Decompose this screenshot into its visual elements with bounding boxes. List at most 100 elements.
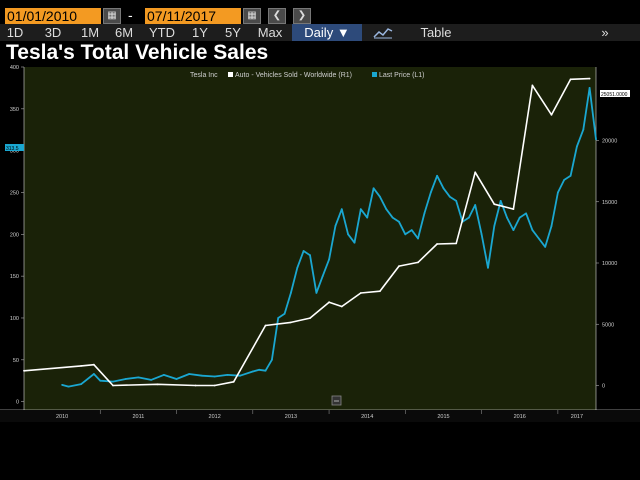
price-point (576, 145, 578, 148)
price-point (201, 374, 203, 377)
price-point (506, 216, 508, 219)
legend-company: Tesla Inc (190, 72, 218, 79)
chevron-right-icon[interactable]: ❯ (293, 8, 311, 24)
price-point (124, 378, 127, 380)
line-chart-icon[interactable] (368, 24, 398, 41)
series-lines (23, 77, 597, 388)
price-point (93, 373, 95, 375)
zoom-icon[interactable] (331, 395, 342, 406)
price-point (277, 317, 280, 319)
frequency-dropdown[interactable]: Daily ▼ (292, 24, 362, 41)
sales-point (112, 384, 114, 387)
price-point (99, 379, 102, 382)
period-max-button[interactable]: Max (257, 25, 283, 40)
x-tick-label: 2013 (285, 414, 297, 420)
calendar-icon[interactable]: ▦ (103, 8, 121, 24)
price-point (410, 229, 413, 232)
price-point (550, 225, 553, 227)
x-tick-label: 2016 (514, 414, 526, 420)
price-point (61, 384, 63, 386)
price-point (544, 246, 547, 248)
axes: 0 50 100 150 200 250 300 350 400 0 5000 10000 15000 2… (10, 65, 617, 420)
legend: Tesla Inc Auto - Vehicles Sold - Worldwi… (190, 72, 425, 79)
price-point (264, 369, 267, 372)
price-point (258, 368, 261, 371)
left-tick-label: 100 (10, 316, 19, 322)
right-tick-label: 0 (602, 384, 605, 390)
calendar-icon[interactable]: ▦ (243, 8, 261, 24)
price-point (213, 375, 216, 378)
period-ytd-button[interactable]: YTD (149, 25, 175, 40)
price-point (391, 216, 394, 219)
page-title: Tesla's Total Vehicle Sales (6, 41, 269, 64)
period-1m-button[interactable]: 1M (80, 25, 100, 40)
period-1d-button[interactable]: 1D (6, 25, 24, 40)
price-point (239, 374, 242, 377)
period-1y-button[interactable]: 1Y (192, 25, 208, 40)
price-point (436, 174, 438, 177)
legend-swatch-price (372, 72, 377, 77)
price-point (366, 216, 369, 219)
sales-point (264, 324, 267, 327)
price-point (379, 195, 381, 198)
left-tick-label: 200 (10, 232, 19, 238)
price-point (315, 292, 318, 294)
price-point (474, 204, 477, 206)
left-tick-label: 0 (16, 400, 19, 406)
price-point (582, 128, 585, 131)
price-point (175, 378, 178, 380)
period-5y-button[interactable]: 5Y (225, 25, 241, 40)
price-point (518, 216, 521, 219)
caret-down-icon: ▼ (336, 25, 350, 40)
x-tick-label: 2014 (361, 414, 373, 420)
end-date-field[interactable]: 07/11/2017 (145, 8, 241, 24)
right-tick-label: 5000 (602, 322, 614, 328)
price-point (226, 374, 229, 376)
sales-point (340, 305, 343, 308)
x-tick-label: 2015 (437, 414, 449, 420)
price-point (353, 241, 356, 244)
price-point (112, 380, 114, 383)
price-point (569, 174, 572, 177)
price-point (537, 237, 540, 240)
price-point (372, 187, 375, 190)
period-6m-button[interactable]: 6M (114, 25, 134, 40)
price-point (417, 237, 419, 240)
double-chevron-right-icon[interactable]: » (601, 25, 609, 40)
sales-point (455, 242, 458, 245)
legend-entry-price: Last Price (L1) (379, 72, 425, 79)
sales-point (80, 365, 83, 367)
price-point (137, 376, 140, 379)
price-point (442, 187, 445, 190)
sales-point (309, 317, 311, 319)
price-point (271, 358, 273, 361)
sales-point (493, 203, 496, 206)
price-point (283, 312, 286, 315)
price-point (290, 292, 292, 294)
price-point (480, 233, 483, 236)
chevron-left-icon[interactable]: ❮ (268, 8, 286, 24)
left-tick-label: 350 (10, 107, 19, 113)
price-point (309, 254, 311, 257)
price-point (334, 225, 337, 227)
date-toolbar: 01/01/2010 ▦ - 07/11/2017 ▦ ❮ ❯ (0, 7, 640, 25)
period-3d-button[interactable]: 3D (44, 25, 62, 40)
left-tick-label: 50 (13, 358, 19, 364)
table-view-button[interactable]: Table (420, 25, 452, 40)
sales-point (474, 171, 477, 174)
price-point (499, 200, 502, 202)
x-tick-label: 2012 (209, 414, 221, 420)
price-point (67, 385, 70, 388)
price-point (595, 138, 597, 141)
price-point (525, 212, 527, 215)
price-point (448, 195, 451, 198)
sales-point (436, 243, 438, 245)
x-tick-label: 2010 (56, 414, 68, 420)
start-date-field[interactable]: 01/01/2010 (5, 8, 101, 24)
right-tick-label: 20000 (602, 139, 617, 145)
price-point (429, 191, 432, 194)
last-price-tag (5, 144, 24, 151)
sales-point (379, 290, 381, 293)
price-point (493, 225, 496, 227)
